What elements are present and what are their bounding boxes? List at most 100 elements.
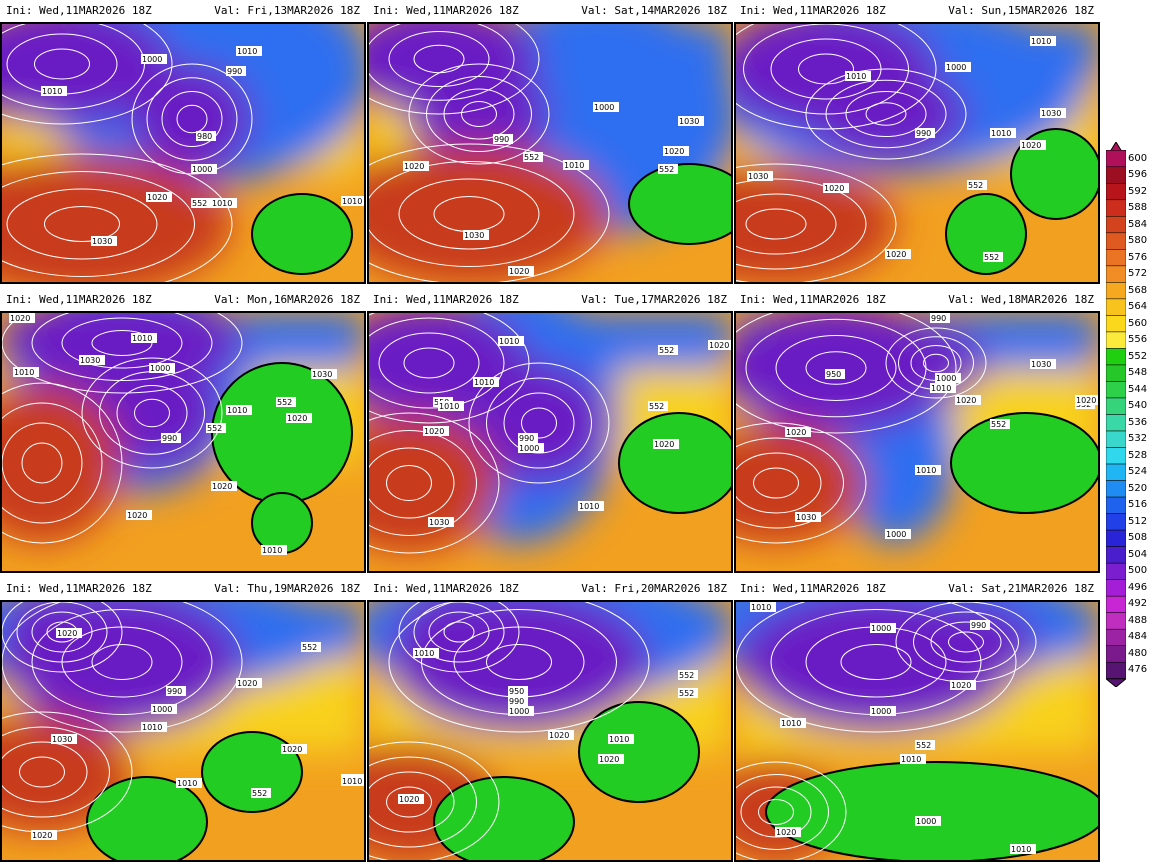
contour-552-region — [1010, 128, 1098, 220]
isobar-label: 990 — [931, 314, 946, 323]
geopotential-map: 1010 950 990 1000 1020 1010 1020 552 552 1020 — [367, 600, 733, 862]
isobar-label: 1030 — [52, 735, 72, 744]
map-canvas: 1020 990 1000 1010 1030 1020 1010 1020 552 552 101… — [2, 602, 364, 860]
isobar-label: 552 — [207, 424, 222, 433]
isobar-label-bg — [236, 678, 262, 688]
colorbar-level-label: 544 — [1128, 383, 1148, 395]
isobar-label: 1000 — [152, 705, 172, 714]
colorbar-swatch — [1105, 364, 1127, 382]
isobar-label-bg — [141, 722, 167, 732]
isobar-label-bg — [9, 313, 35, 323]
isobar-label-bg — [518, 433, 538, 443]
isobar-label: 950 — [826, 370, 841, 379]
valid-time-label: Val: Tue,17MAR2026 18Z — [581, 293, 727, 306]
isobar-lines — [736, 602, 1037, 860]
isobar-label-bg — [151, 704, 177, 714]
isobar-label-bg — [493, 134, 513, 144]
isobar-label: 1020 — [287, 414, 307, 423]
low-pressure-core — [2, 24, 172, 124]
isobar-label-bg — [563, 160, 589, 170]
geopotential-map: 990 1000 1030 1020 1010 552 1020 552 1030 1020 — [367, 22, 733, 284]
isobar-label: 1010 — [212, 199, 232, 208]
isobar-label: 552 — [659, 346, 674, 355]
colorbar-swatch — [1105, 381, 1127, 399]
isobar-label: 552 — [916, 741, 931, 750]
isobar-label-bg — [206, 423, 226, 433]
isobar-label-bg — [428, 517, 454, 527]
isobar-label: 1030 — [1031, 360, 1051, 369]
valid-time-label: Val: Wed,18MAR2026 18Z — [948, 293, 1094, 306]
forecast-panel-7: Ini: Wed,11MAR2026 18Z Val: Thu,19MAR2026… — [0, 578, 366, 862]
isobar-label-bg — [126, 510, 152, 520]
contour-552-region — [628, 163, 731, 245]
colorbar-swatch — [1105, 546, 1127, 564]
init-time-label: Ini: Wed,11MAR2026 18Z — [373, 293, 519, 306]
isobar-label-bg — [13, 367, 39, 377]
isobar-label-bg — [51, 734, 77, 744]
isobar-label: 990 — [971, 621, 986, 630]
isobar-label: 990 — [227, 67, 242, 76]
isobar-label: 1000 — [936, 374, 956, 383]
isobar-label-bg — [508, 706, 534, 716]
init-time-label: Ini: Wed,11MAR2026 18Z — [373, 582, 519, 595]
colorbar-level-label: 572 — [1128, 268, 1148, 280]
isobar-label: 1010 — [177, 779, 197, 788]
isobar-label-bg — [91, 236, 117, 246]
colorbar-swatch — [1105, 628, 1127, 646]
isobar-label: 1010 — [474, 378, 494, 387]
isobar-label-bg — [341, 196, 364, 206]
isobar-label: 1020 — [1021, 141, 1041, 150]
colorbar-swatch — [1105, 579, 1127, 597]
isobar-label-bg — [31, 830, 57, 840]
isobar-label-bg — [780, 718, 806, 728]
isobar-label: 1020 — [509, 267, 529, 276]
isobar-label-bg — [990, 419, 1010, 429]
isobar-label-bg — [930, 313, 950, 323]
isobar-label: 552 — [649, 402, 664, 411]
panel-header: Ini: Wed,11MAR2026 18Z Val: Fri,20MAR2026… — [367, 578, 733, 600]
colorbar-level-label: 560 — [1128, 317, 1148, 329]
map-canvas: 1010 1000 990 1020 1010 1000 552 1010 1000 1020 10… — [736, 602, 1098, 860]
colorbar-swatch — [1105, 216, 1127, 234]
map-canvas: 1020101010105501010990100010201030552552… — [369, 313, 731, 571]
isobar-label: 1020 — [599, 755, 619, 764]
forecast-panel-5: Ini: Wed,11MAR2026 18Z Val: Tue,17MAR2026… — [367, 289, 733, 573]
colorbar-level-label: 528 — [1128, 449, 1148, 461]
isobar-label-bg — [161, 433, 181, 443]
init-time-label: Ini: Wed,11MAR2026 18Z — [740, 582, 886, 595]
isobar-label: 552 — [984, 253, 999, 262]
isobar-lines — [2, 602, 243, 833]
panel-header: Ini: Wed,11MAR2026 18Z Val: Sat,14MAR2026… — [367, 0, 733, 22]
valid-time-label: Val: Fri,20MAR2026 18Z — [581, 582, 727, 595]
colorbar-level-label: 580 — [1128, 235, 1148, 247]
isobar-label-bg — [648, 401, 668, 411]
isobar-label-bg — [191, 198, 211, 208]
colorbar-swatch — [1105, 463, 1127, 481]
isobar-label: 1020 — [212, 482, 232, 491]
isobar-label-bg — [211, 481, 237, 491]
isobar-label: 990 — [494, 135, 509, 144]
isobar-label-bg — [131, 333, 157, 343]
map-canvas: 1020 1030 1010 1000 1010 990 552 1010 552 1020 103… — [2, 313, 364, 571]
isobar-label-bg — [166, 686, 186, 696]
isobar-label-bg — [463, 230, 489, 240]
isobar-label: 1020 — [824, 184, 844, 193]
isobar-label-bg — [653, 439, 679, 449]
isobar-label-bg — [708, 340, 731, 350]
isobar-label-bg — [236, 46, 262, 56]
low-pressure-core — [896, 602, 1036, 682]
forecast-panel-6: Ini: Wed,11MAR2026 18Z Val: Wed,18MAR2026… — [734, 289, 1100, 573]
colorbar-level-label: 484 — [1128, 631, 1148, 643]
isobar-label-bg — [146, 192, 172, 202]
isobar-label-bg — [276, 397, 296, 407]
isobar-label: 1010 — [564, 161, 584, 170]
colorbar-level-label: 576 — [1128, 251, 1148, 263]
isobar-label-bg — [598, 754, 624, 764]
isobar-label: 1030 — [92, 237, 112, 246]
isobar-label-bg — [955, 395, 981, 405]
height-field — [2, 24, 364, 282]
colorbar-swatch — [1105, 430, 1127, 448]
isobar-label-bg — [747, 171, 773, 181]
